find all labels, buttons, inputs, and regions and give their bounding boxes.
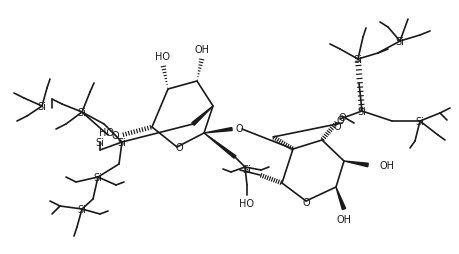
- Text: OH: OH: [379, 160, 394, 170]
- Polygon shape: [343, 161, 368, 167]
- Text: O: O: [175, 142, 182, 152]
- Text: Si: Si: [118, 137, 126, 147]
- Text: Si: Si: [242, 164, 251, 174]
- Text: Si: Si: [357, 107, 366, 117]
- Text: Si: Si: [395, 37, 403, 47]
- Text: O: O: [235, 123, 242, 133]
- Text: HO: HO: [239, 198, 254, 208]
- Polygon shape: [203, 128, 232, 133]
- Polygon shape: [203, 133, 235, 158]
- Text: OH: OH: [194, 45, 209, 55]
- Text: Si: Si: [353, 55, 362, 65]
- Polygon shape: [191, 107, 213, 126]
- Text: Si: Si: [38, 102, 46, 112]
- Text: O: O: [111, 131, 118, 140]
- Text: OH: OH: [336, 214, 351, 224]
- Text: Si: Si: [78, 108, 86, 118]
- Text: HO: HO: [155, 52, 170, 62]
- Text: Si: Si: [93, 172, 102, 182]
- Text: Si: Si: [78, 204, 86, 214]
- Text: O: O: [332, 121, 340, 132]
- Text: O: O: [337, 113, 345, 122]
- Text: O: O: [302, 197, 309, 207]
- Text: O: O: [336, 116, 343, 125]
- Text: HO: HO: [99, 128, 114, 137]
- Polygon shape: [335, 187, 345, 210]
- Text: Si: Si: [95, 137, 104, 147]
- Text: Si: Si: [414, 117, 424, 126]
